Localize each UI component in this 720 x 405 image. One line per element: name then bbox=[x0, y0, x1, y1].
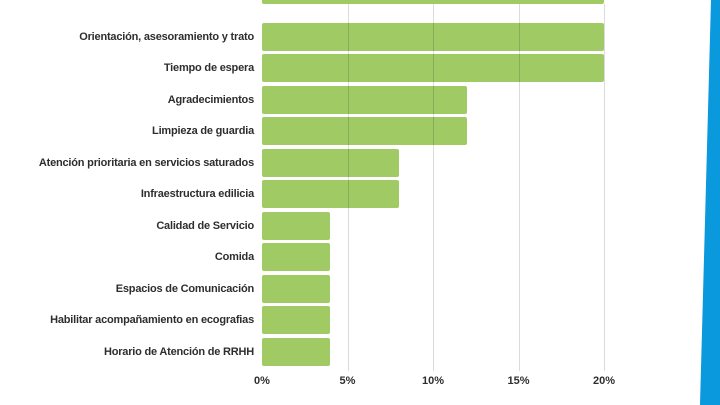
x-axis-tick-label: 15% bbox=[507, 375, 530, 387]
category-label: Espacios de Comunicación bbox=[115, 282, 254, 295]
bar bbox=[262, 148, 399, 177]
category-label: Agradecimientos bbox=[167, 93, 254, 106]
category-label: Limpieza de guardia bbox=[152, 125, 254, 138]
bar bbox=[262, 274, 331, 303]
x-axis-tick-label: 20% bbox=[592, 375, 616, 387]
chart-row: Calidad de Servicio bbox=[0, 210, 720, 242]
category-label: Comida bbox=[214, 251, 254, 264]
category-label: Horario de Atención de RRHH bbox=[103, 345, 254, 358]
gridline-10 bbox=[433, 4, 434, 371]
chart-row: Espacios de Comunicación bbox=[0, 273, 720, 305]
bar bbox=[262, 180, 399, 209]
x-axis: 0% 5% 10% 15% 20% bbox=[0, 372, 720, 390]
bar-rows: Orientación, asesoramiento y trato Tiemp… bbox=[0, 21, 720, 368]
chart-row: Limpieza de guardia bbox=[0, 116, 720, 148]
chart-row: Tiempo de espera bbox=[0, 53, 720, 85]
category-label: Calidad de Servicio bbox=[156, 219, 254, 232]
chart-row: Atención prioritaria en servicios satura… bbox=[0, 147, 720, 179]
cropped-bar-top bbox=[262, 0, 604, 4]
category-label: Infraestructura edilicia bbox=[140, 188, 254, 201]
x-axis-tick-label: 0% bbox=[254, 375, 270, 387]
bar bbox=[262, 22, 604, 51]
bar bbox=[262, 54, 604, 83]
category-label: Orientación, asesoramiento y trato bbox=[79, 30, 254, 43]
bar bbox=[262, 85, 468, 114]
category-label: Tiempo de espera bbox=[163, 62, 254, 75]
category-label: Atención prioritaria en servicios satura… bbox=[38, 156, 254, 169]
chart-row: Orientación, asesoramiento y trato bbox=[0, 21, 720, 53]
bar bbox=[262, 337, 331, 366]
chart-row: Agradecimientos bbox=[0, 84, 720, 116]
chart-row: Comida bbox=[0, 242, 720, 274]
x-axis-tick-label: 5% bbox=[339, 375, 356, 387]
bar bbox=[262, 117, 468, 146]
x-axis-tick-label: 10% bbox=[421, 375, 445, 387]
gridline-20 bbox=[604, 4, 605, 371]
chart-row: Infraestructura edilicia bbox=[0, 179, 720, 211]
bar bbox=[262, 243, 331, 272]
gridline-15 bbox=[518, 4, 520, 371]
chart-row: Horario de Atención de RRHH bbox=[0, 336, 720, 368]
category-label: Habilitar acompañamiento en ecografias bbox=[50, 314, 254, 327]
gridline-5 bbox=[347, 4, 349, 371]
chart-row: Habilitar acompañamiento en ecografias bbox=[0, 305, 720, 337]
bar bbox=[262, 306, 331, 335]
bar bbox=[262, 211, 331, 240]
